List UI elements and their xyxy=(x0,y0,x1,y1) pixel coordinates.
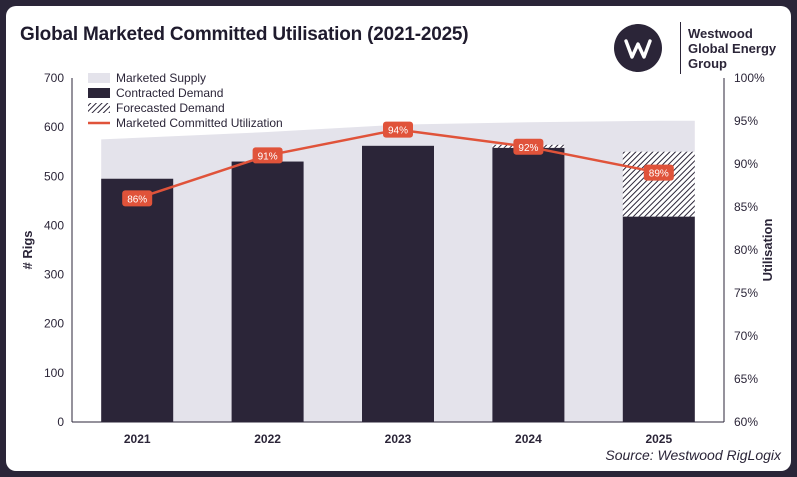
source-note: Source: Westwood RigLogix xyxy=(605,447,781,463)
y2-tick-label: 65% xyxy=(734,372,758,386)
utilization-data-label: 86% xyxy=(127,194,147,205)
legend-swatch xyxy=(88,88,110,98)
x-tick-label: 2023 xyxy=(385,432,412,446)
y2-tick-label: 85% xyxy=(734,200,758,214)
utilization-point xyxy=(513,138,544,155)
legend-label: Forecasted Demand xyxy=(116,101,225,115)
y2-tick-label: 90% xyxy=(734,157,758,171)
y2-tick-label: 60% xyxy=(734,415,758,429)
utilization-data-label: 91% xyxy=(258,151,278,162)
y-tick-label: 0 xyxy=(57,415,64,429)
legend-swatch xyxy=(88,103,110,113)
w-monogram-icon xyxy=(614,24,662,72)
chart-area: 0 100 200 300 400 500 600 700 60% 65% 70% 75% 80% 85%… xyxy=(20,71,775,446)
utilization-point xyxy=(122,190,153,207)
y2-tick-label: 75% xyxy=(734,286,758,300)
legend-label: Marketed Supply xyxy=(116,71,206,85)
y-tick-label: 300 xyxy=(44,268,64,282)
contracted-demand-bar xyxy=(101,178,174,422)
x-tick-label: 2024 xyxy=(515,432,542,446)
y-tick-label: 200 xyxy=(44,317,64,331)
brand-block: Westwood Global Energy Group xyxy=(614,18,784,76)
legend-label: Contracted Demand xyxy=(116,86,223,100)
brand-name-line3: Group xyxy=(688,56,727,71)
y-tick-label: 100 xyxy=(44,366,64,380)
utilization-data-label: 89% xyxy=(649,169,669,180)
x-tick-label: 2025 xyxy=(645,432,672,446)
chart-frame: Global Marketed Committed Utilisation (2… xyxy=(6,6,791,471)
contracted-demand-bar xyxy=(362,145,434,422)
legend-swatch xyxy=(88,73,110,83)
chart-title: Global Marketed Committed Utilisation (2… xyxy=(20,24,469,45)
utilization-point xyxy=(252,147,283,164)
y2-tick-label: 95% xyxy=(734,114,758,128)
y-tick-label: 600 xyxy=(44,120,64,134)
brand-name: Westwood Global Energy Group xyxy=(688,26,776,71)
utilization-point xyxy=(383,121,413,138)
y-axis-title: # Rigs xyxy=(20,230,35,269)
brand-name-line1: Westwood xyxy=(688,26,753,41)
contracted-demand-bar xyxy=(622,216,695,422)
utilization-data-label: 94% xyxy=(388,126,408,137)
contracted-demand-bar xyxy=(492,147,565,423)
utilization-point xyxy=(643,164,674,181)
y2-tick-label: 80% xyxy=(734,243,758,257)
x-tick-label: 2021 xyxy=(124,432,151,446)
y-tick-label: 400 xyxy=(44,218,64,232)
brand-divider xyxy=(680,22,681,74)
y2-tick-label: 70% xyxy=(734,329,758,343)
legend-label: Marketed Committed Utilization xyxy=(116,116,283,130)
brand-name-line2: Global Energy xyxy=(688,41,777,56)
forecasted-demand-bar xyxy=(622,151,695,217)
y2-axis-title: Utilisation xyxy=(760,219,775,282)
y-tick-label: 700 xyxy=(44,71,64,85)
utilization-data-label: 92% xyxy=(518,143,538,154)
contracted-demand-bar xyxy=(231,161,304,423)
x-tick-label: 2022 xyxy=(254,432,281,446)
y-tick-label: 500 xyxy=(44,169,64,183)
y2-tick-label: 100% xyxy=(734,71,765,85)
